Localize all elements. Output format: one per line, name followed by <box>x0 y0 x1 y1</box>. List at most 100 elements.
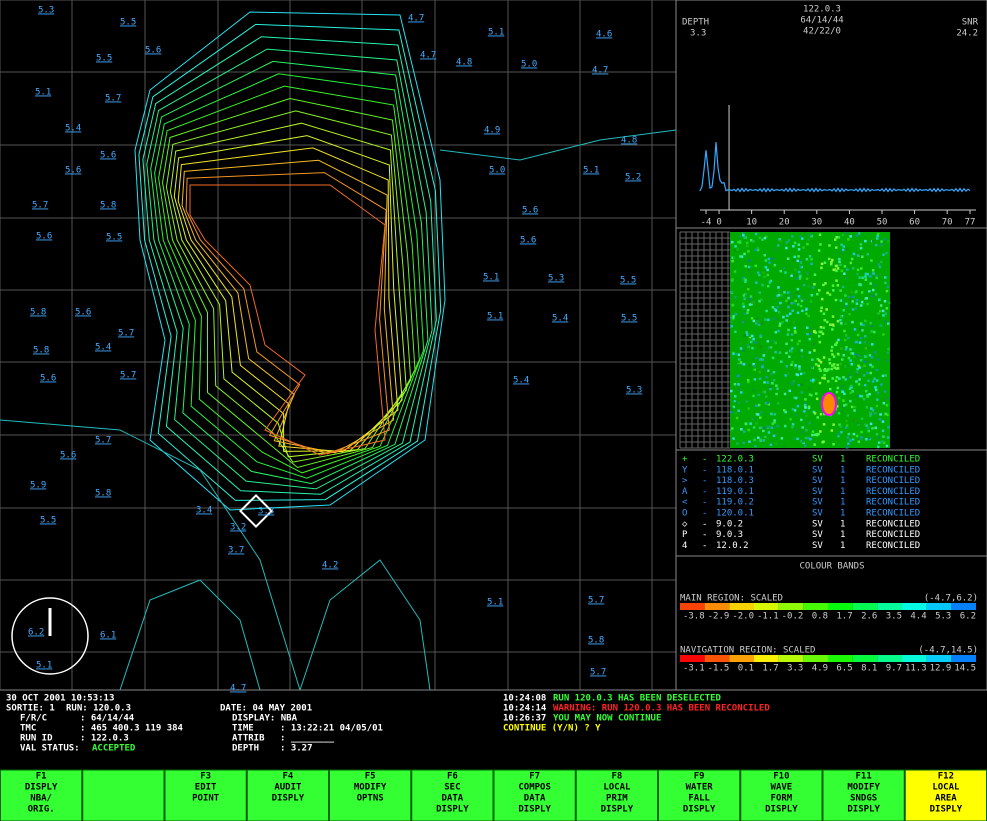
sounding: 5.8 <box>95 489 111 499</box>
image-pixel <box>774 248 777 252</box>
function-key[interactable] <box>822 769 905 821</box>
image-pixel <box>834 264 838 268</box>
function-key[interactable] <box>246 769 329 821</box>
image-pixel <box>738 240 742 243</box>
cursor[interactable] <box>239 494 273 528</box>
function-key[interactable] <box>411 769 494 821</box>
image-pixel <box>758 299 761 303</box>
image-pixel <box>761 321 764 325</box>
function-key[interactable] <box>0 769 83 821</box>
function-key[interactable] <box>329 769 412 821</box>
image-pixel <box>885 404 889 407</box>
image-pixel <box>768 261 771 264</box>
run-status: RECONCILED <box>866 455 920 465</box>
image-pixel <box>737 240 740 244</box>
image-pixel <box>757 436 760 439</box>
image-pixel <box>822 326 825 329</box>
prompt: CONTINUE (Y/N) ? Y <box>503 724 601 734</box>
image-pixel <box>849 298 852 301</box>
image-pixel <box>842 405 845 409</box>
run-type: SV <box>812 487 823 497</box>
image-pixel <box>835 246 838 249</box>
band-tick: 4.9 <box>812 664 828 674</box>
run-dash: - <box>702 498 707 508</box>
function-key[interactable] <box>493 769 576 821</box>
image-pixel <box>881 429 885 433</box>
image-pixel <box>862 397 866 401</box>
image-pixel <box>850 290 853 294</box>
image-pixel <box>808 387 811 390</box>
image-pixel <box>866 426 870 430</box>
sounding: 5.3 <box>38 6 54 16</box>
image-pixel <box>844 426 848 429</box>
image-pixel <box>868 290 871 293</box>
image-pixel <box>832 363 836 366</box>
function-key[interactable] <box>164 769 247 821</box>
compass <box>11 597 89 675</box>
axis-label: 20 <box>779 218 790 228</box>
function-key[interactable] <box>575 769 658 821</box>
sounding: 5.7 <box>95 436 111 446</box>
image-pixel <box>849 439 852 442</box>
image-pixel <box>735 433 738 436</box>
image-pixel <box>730 410 733 414</box>
key-text: DISPLY <box>847 805 880 815</box>
image-pixel <box>877 232 880 236</box>
band-swatch <box>729 603 754 610</box>
image-pixel <box>882 401 886 405</box>
function-key[interactable] <box>82 769 165 821</box>
image-pixel <box>874 386 877 389</box>
key-text: DISPLY <box>930 805 963 815</box>
image-pixel <box>745 241 749 245</box>
image-pixel <box>753 438 756 442</box>
image-pixel <box>828 358 831 361</box>
sounding: 6.2 <box>28 628 44 638</box>
message-time: 10:26:37 <box>503 714 546 724</box>
sounding: 5.6 <box>75 308 91 318</box>
image-pixel <box>828 362 832 365</box>
image-pixel <box>849 235 852 238</box>
image-pixel <box>815 397 819 401</box>
image-pixel <box>800 349 804 352</box>
function-key[interactable] <box>740 769 823 821</box>
image-pixel <box>839 319 842 322</box>
image-pixel <box>761 365 764 369</box>
band-tick: -3.1 <box>683 664 705 674</box>
band-tick: 4.4 <box>910 612 926 622</box>
image-pixel <box>808 351 812 354</box>
image-pixel <box>866 395 869 398</box>
image-pixel <box>743 297 746 300</box>
image-pixel <box>851 352 855 355</box>
image-pixel <box>844 294 847 297</box>
image-pixel <box>861 329 864 332</box>
status-run: RUN: 120.0.3 <box>66 704 131 714</box>
band-tick: -1.1 <box>757 612 779 622</box>
image-pixel <box>747 428 750 432</box>
sounding: 5.5 <box>40 516 56 526</box>
image-pixel <box>823 373 826 377</box>
image-pixel <box>812 410 816 414</box>
image-pixel <box>851 267 855 270</box>
image-pixel <box>783 291 786 294</box>
image-pixel <box>847 376 850 379</box>
image-pixel <box>805 414 808 418</box>
image-pixel <box>737 353 740 356</box>
function-key[interactable] <box>658 769 741 821</box>
image-pixel <box>886 413 889 417</box>
contour-line <box>299 559 431 691</box>
image-pixel <box>846 436 850 439</box>
contour-line <box>146 48 433 490</box>
image-pixel <box>837 412 841 415</box>
image-pixel <box>839 289 842 292</box>
key-label: F10 <box>773 772 789 782</box>
image-pixel <box>756 317 759 321</box>
image-pixel <box>845 419 848 423</box>
key-label: F8 <box>611 772 622 782</box>
run-type: SV <box>812 519 823 529</box>
band-swatch <box>704 603 730 610</box>
image-pixel <box>882 253 885 256</box>
image-pixel <box>845 446 849 449</box>
image-pixel <box>822 440 825 443</box>
image-pixel <box>850 352 853 355</box>
image-pixel <box>746 244 749 248</box>
